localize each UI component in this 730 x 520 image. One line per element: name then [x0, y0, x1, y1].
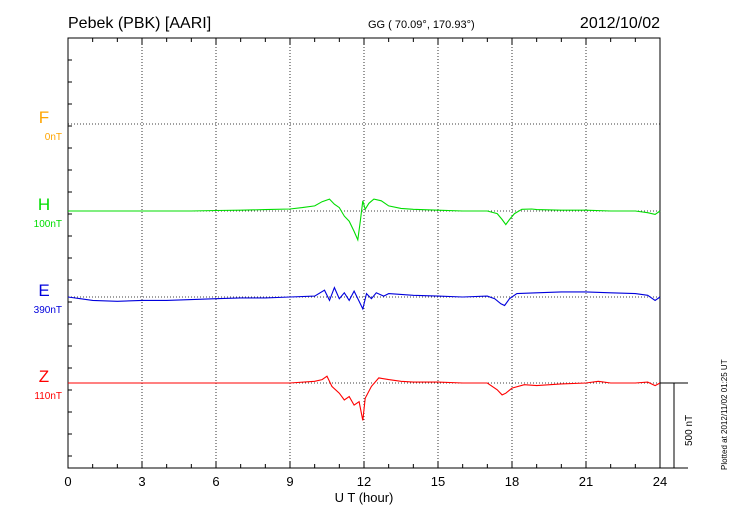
offset-label-f: 0nT — [45, 132, 62, 143]
x-tick-label: 6 — [212, 474, 219, 489]
component-label-z: Z — [39, 367, 49, 386]
series-line-h — [68, 198, 661, 242]
x-axis: 0 3 6 9 12 15 18 21 24 — [64, 38, 667, 489]
series-line-z — [68, 375, 661, 421]
plotted-at-note: Plotted at 2012/11/02 01:25 UT — [720, 359, 729, 470]
x-tick-label: 9 — [286, 474, 293, 489]
station-title: Pebek (PBK) [AARI] — [68, 15, 211, 32]
x-tick-label: 12 — [357, 474, 371, 489]
scale-bar: 500 nT — [660, 382, 695, 469]
offset-label-z: 110nT — [34, 391, 62, 402]
date-label: 2012/10/02 — [580, 15, 660, 32]
x-tick-label: 15 — [431, 474, 445, 489]
x-tick-label: 18 — [505, 474, 519, 489]
offset-label-e: 390nT — [34, 305, 62, 316]
plot-frame — [67, 37, 661, 469]
component-labels: F 0nT H 100nT E 390nT Z 110nT — [34, 108, 62, 402]
x-tick-label: 0 — [64, 474, 71, 489]
x-tick-label: 21 — [579, 474, 593, 489]
x-tick-label: 24 — [653, 474, 667, 489]
component-label-f: F — [39, 108, 49, 127]
component-label-e: E — [38, 281, 49, 300]
coordinates-label: GG ( 70.09°, 170.93°) — [368, 19, 475, 31]
x-axis-label: U T (hour) — [335, 490, 394, 505]
x-tick-label: 3 — [138, 474, 145, 489]
component-label-h: H — [38, 195, 50, 214]
grid — [68, 38, 660, 468]
series-line-e — [67, 286, 661, 311]
scale-bar-label: 500 nT — [684, 415, 695, 446]
series-group — [67, 198, 661, 421]
offset-label-h: 100nT — [34, 219, 62, 230]
